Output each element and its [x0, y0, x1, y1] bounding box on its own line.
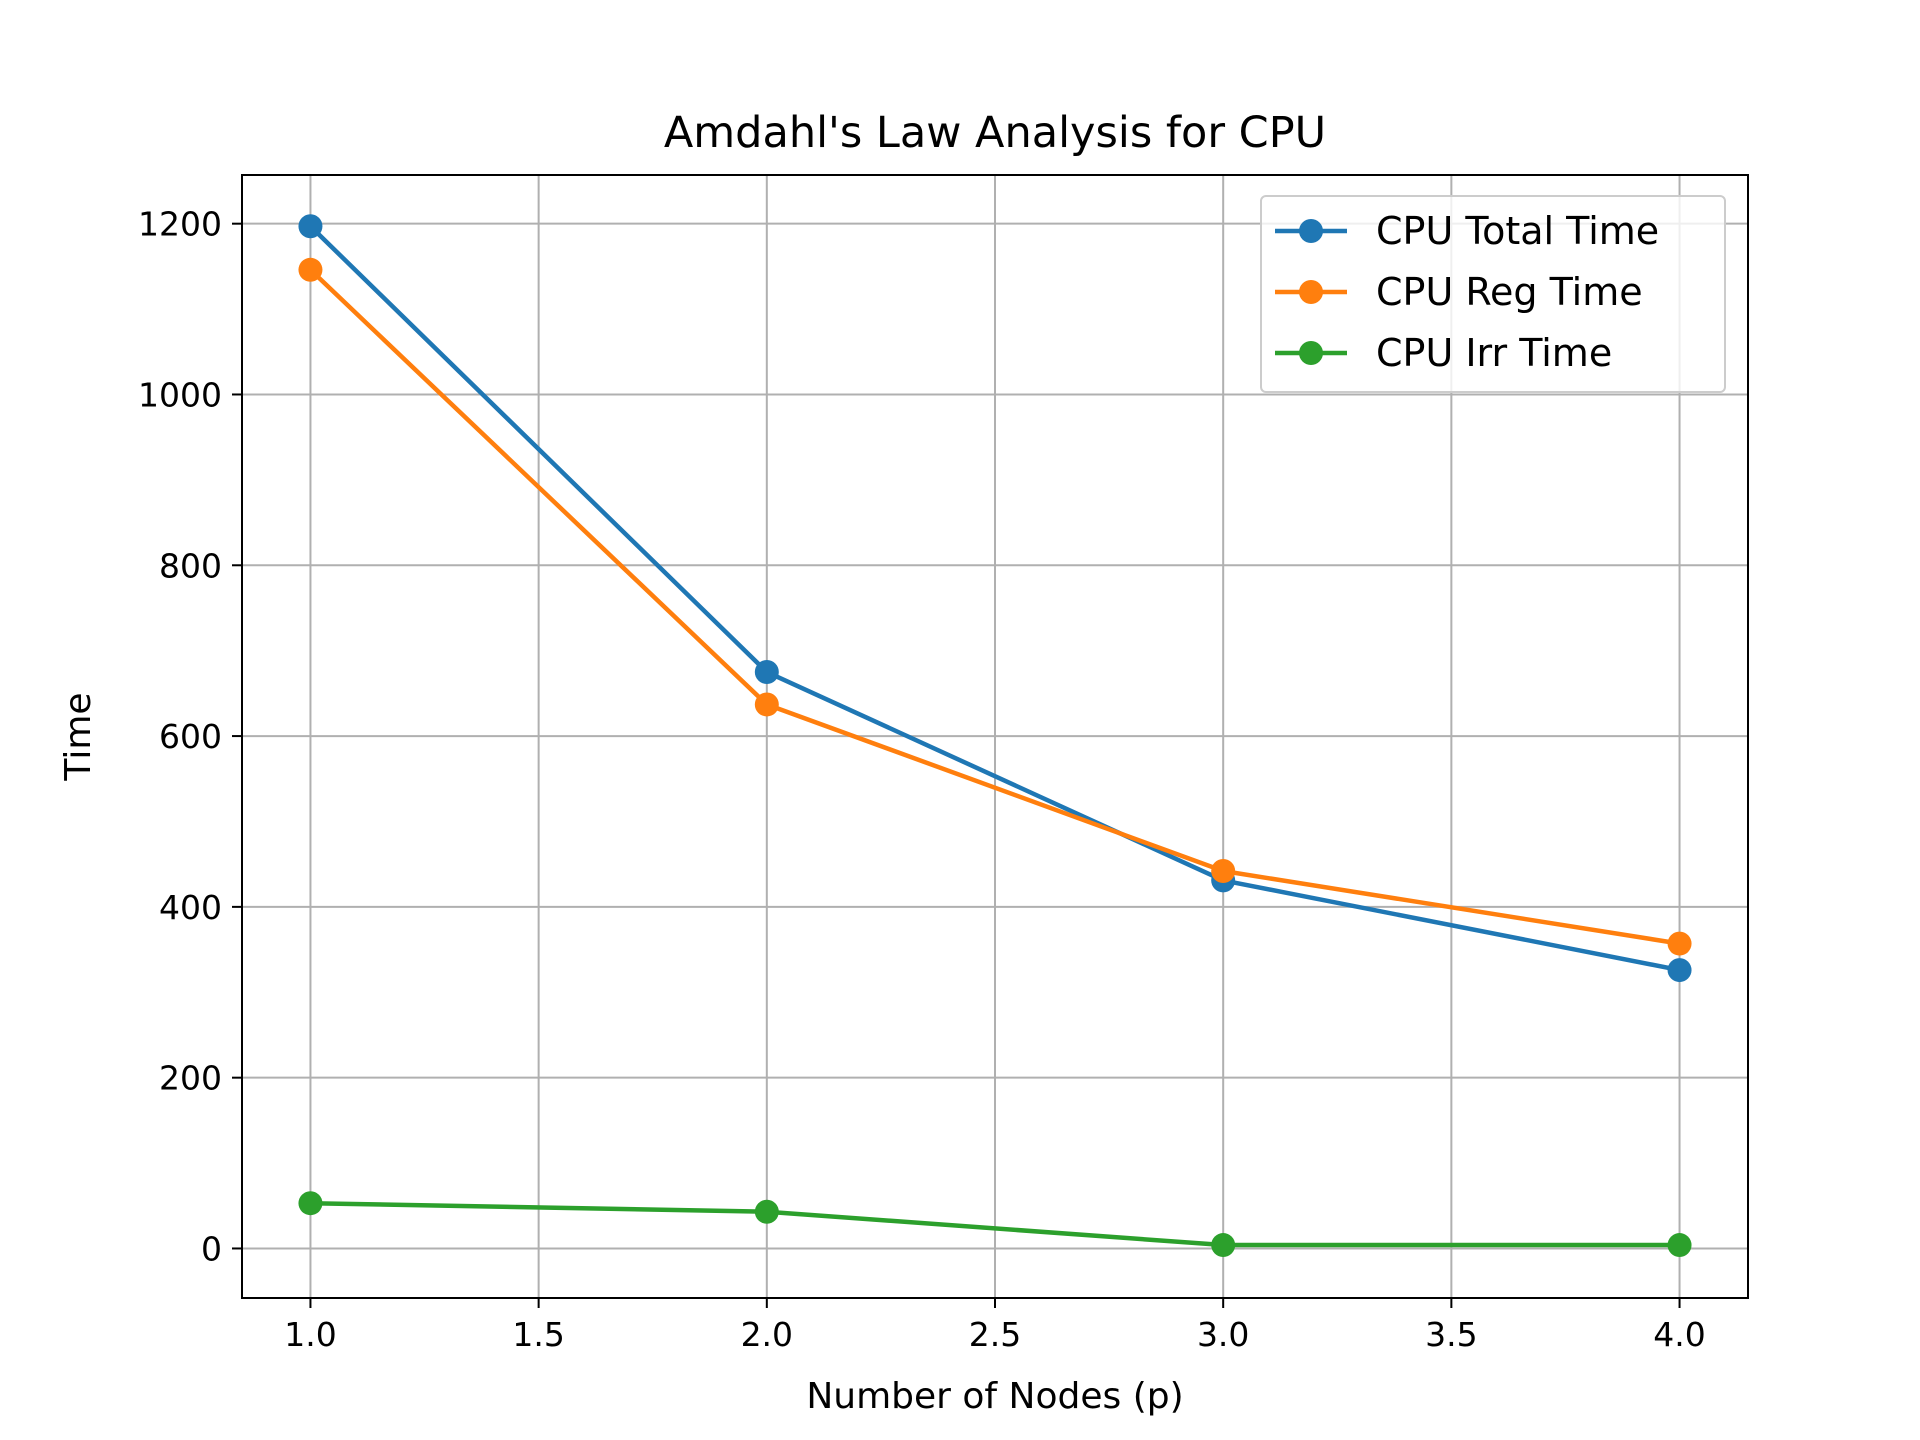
data-point [754, 692, 779, 717]
legend-item: CPU Reg Time [1275, 270, 1643, 314]
y-tick-label: 800 [159, 546, 222, 585]
data-point [1211, 859, 1236, 884]
y-tick-label: 1200 [138, 205, 222, 244]
y-tick-label: 200 [159, 1059, 222, 1098]
x-tick-label: 2.5 [969, 1315, 1021, 1354]
series-layer [298, 214, 1692, 1258]
legend-swatch-marker [1299, 219, 1323, 243]
legend-label: CPU Irr Time [1376, 331, 1612, 375]
x-tick-label: 3.0 [1197, 1315, 1249, 1354]
data-point [754, 1199, 779, 1224]
data-point [298, 214, 323, 239]
legend-swatch-marker [1299, 280, 1323, 304]
legend: CPU Total Time CPU Reg Time CPU Irr Time [1260, 195, 1726, 393]
axis-ticks: 1.0 1.5 2.0 2.5 3.0 3.5 4.0 0 200 400 600 800 1000 12… [138, 205, 1706, 1354]
y-tick-label: 0 [201, 1229, 222, 1268]
series-line [310, 1200, 1680, 1248]
data-point [298, 1191, 323, 1216]
legend-label: CPU Total Time [1376, 209, 1659, 253]
x-axis-label: Number of Nodes (p) [806, 1376, 1183, 1417]
x-tick-label: 3.5 [1425, 1315, 1477, 1354]
data-point [754, 660, 779, 685]
y-tick-label: 600 [159, 717, 222, 756]
legend-box [1260, 195, 1726, 393]
legend-item: CPU Irr Time [1275, 331, 1612, 375]
data-point [298, 257, 323, 282]
series-2 [298, 257, 1692, 956]
data-point [1667, 958, 1692, 983]
grid [242, 175, 1748, 1298]
y-tick-label: 1000 [138, 375, 222, 414]
y-tick-label: 400 [159, 888, 222, 927]
series-3 [298, 1191, 1692, 1258]
data-point [1667, 1233, 1692, 1258]
y-axis-label: Time [58, 692, 99, 781]
x-tick-label: 4.0 [1653, 1315, 1705, 1354]
x-tick-label: 1.0 [284, 1315, 336, 1354]
x-tick-label: 2.0 [741, 1315, 793, 1354]
legend-label: CPU Reg Time [1376, 270, 1643, 314]
legend-item: CPU Total Time [1275, 209, 1659, 253]
x-tick-label: 1.5 [512, 1315, 564, 1354]
legend-swatch-marker [1299, 341, 1323, 365]
data-point [1211, 1233, 1236, 1258]
chart-title: Amdahl's Law Analysis for CPU [664, 108, 1326, 158]
series-line [308, 268, 1680, 946]
series-line [308, 224, 1680, 973]
data-point [1667, 931, 1692, 956]
